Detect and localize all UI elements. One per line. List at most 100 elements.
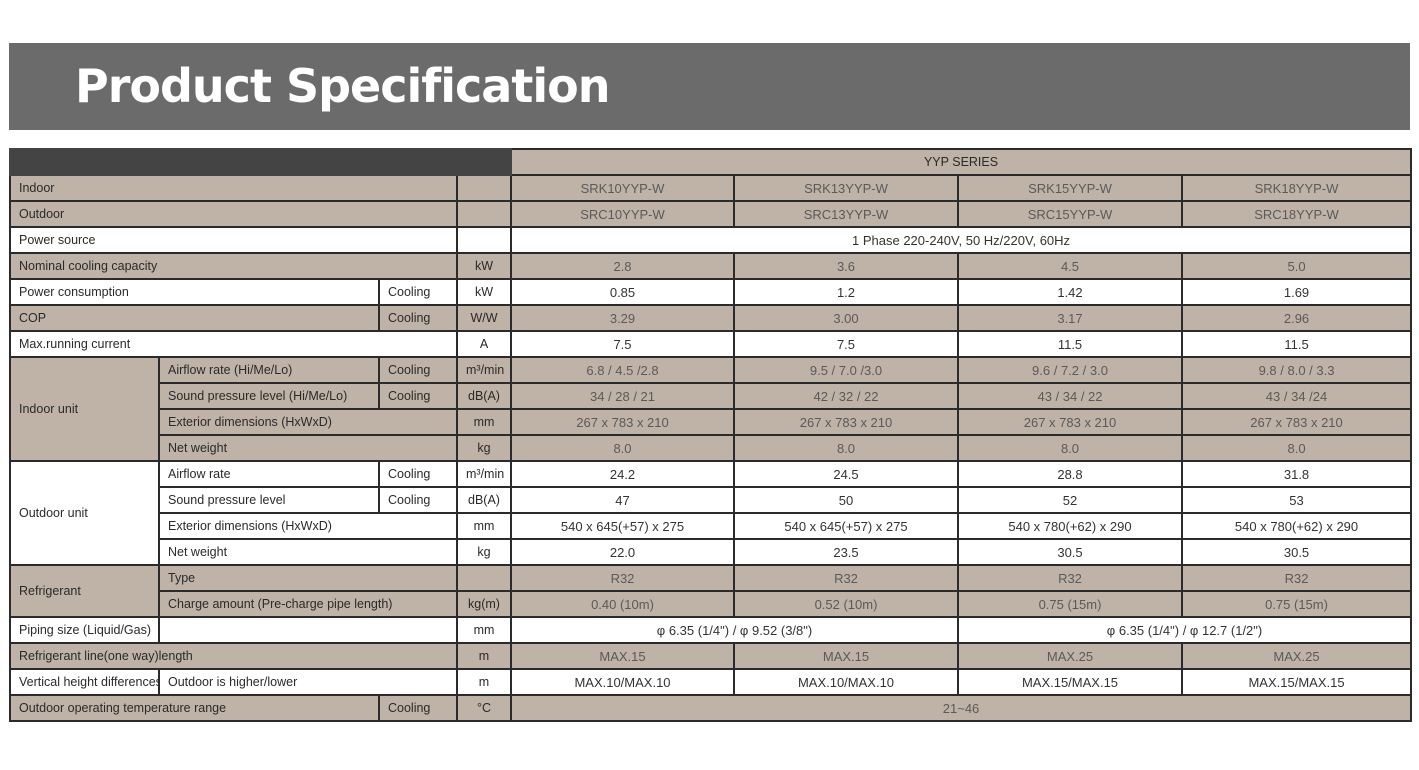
value-cell: 267 x 783 x 210 [510,408,735,436]
label-cell: Exterior dimensions (HxWxD) [158,408,458,436]
header-banner: Product Specification [9,43,1410,130]
table-row: Outdoor operating temperature range Cooli… [9,694,1413,722]
value-cell: SRK18YYP-W [1180,174,1413,202]
value-cell: 6.8 / 4.5 /2.8 [510,356,735,384]
value-cell: R32 [733,564,959,592]
value-cell: MAX.10/MAX.10 [510,668,735,696]
value-cell: SRC10YYP-W [510,200,735,228]
table-row: Refrigerant Type R32 R32 R32 R32 [9,564,1413,618]
value-cell: 8.0 [1180,434,1413,462]
value-cell: 30.5 [1180,538,1413,566]
value-cell: 3.6 [733,252,959,280]
unit-cell: m³/min [456,356,512,384]
value-cell: 50 [733,486,959,514]
value-cell: 0.52 (10m) [733,590,959,618]
value-cell: MAX.10/MAX.10 [733,668,959,696]
table-row: COP Cooling W/W 3.29 3.00 3.17 2.96 [9,304,1413,332]
table-row: Power source 1 Phase 220-240V, 50 Hz/220V… [9,226,1413,254]
value-cell: 1 Phase 220-240V, 50 Hz/220V, 60Hz [509,226,1413,254]
value-cell: 7.5 [733,330,959,358]
unit-cell: kg(m) [456,590,512,618]
value-cell: 3.29 [510,304,735,332]
value-cell: 8.0 [510,434,735,462]
value-cell: 267 x 783 x 210 [1180,408,1413,436]
label-cell: Cooling [378,356,458,384]
table-row: Vertical height differences Outdoor is hi… [9,668,1413,696]
label-cell: Nominal cooling capacity [9,252,458,280]
value-cell: 540 x 780(+62) x 290 [957,512,1183,540]
value-cell: 2.8 [510,252,735,280]
value-cell: 24.5 [733,460,959,488]
value-cell: 0.40 (10m) [510,590,735,618]
value-cell: 28.8 [957,460,1183,488]
table-row: Sound pressure level Cooling dB(A) 47 50 52 53 [10,486,1413,514]
table-row: Refrigerant line(one way)length m MAX.15 MA… [9,642,1413,670]
label-cell: Sound pressure level [158,486,380,514]
label-cell: Cooling [378,460,458,488]
table-row: Outdoor unit Airflow rate Cooling m³/min 24.… [9,460,1413,566]
table-row: Piping size (Liquid/Gas) mm φ 6.35 (1/4") … [9,616,1413,644]
value-cell: 540 x 645(+57) x 275 [733,512,959,540]
unit-cell: m³/min [456,460,512,488]
value-cell: 5.0 [1180,252,1413,280]
value-cell: 7.5 [510,330,735,358]
table-row: Max.running current A 7.5 7.5 11.5 11.5 [9,330,1413,358]
value-cell: R32 [510,564,735,592]
table-row: Net weight kg 22.0 23.5 30.5 30.5 [10,538,1413,566]
spec-table: YYP SERIES Indoor SRK10YYP-W SRK13YYP-W SRK1… [9,148,1413,722]
value-cell: SRC15YYP-W [957,200,1183,228]
value-cell: 267 x 783 x 210 [957,408,1183,436]
unit-cell: W/W [456,304,512,332]
label-cell: COP [9,304,380,332]
value-cell: 540 x 645(+57) x 275 [510,512,735,540]
table-row: Exterior dimensions (HxWxD) mm 267 x 783 x… [10,408,1413,436]
value-cell: R32 [1180,564,1413,592]
value-cell: 0.75 (15m) [957,590,1183,618]
value-cell: 0.85 [510,278,735,306]
value-cell: φ 6.35 (1/4") / φ 12.7 (1/2") [956,616,1413,644]
label-cell: Vertical height differences [9,668,160,696]
value-cell: 1.69 [1180,278,1413,306]
label-cell: Exterior dimensions (HxWxD) [158,512,458,540]
label-cell: Power source [9,226,458,254]
value-cell: 3.17 [957,304,1183,332]
label-cell: Cooling [378,304,458,332]
value-cell: MAX.25 [957,642,1183,670]
unit-cell: mm [456,408,512,436]
table-row: Indoor SRK10YYP-W SRK13YYP-W SRK15YYP-W SRK1… [9,174,1413,202]
label-cell: Airflow rate [158,460,380,488]
page-title: Product Specification [75,59,610,113]
value-cell: 43 / 34 / 22 [957,382,1183,410]
value-cell: 4.5 [957,252,1183,280]
table-row: Charge amount (Pre-charge pipe length) kg… [10,590,1413,618]
label-cell: Type [158,564,458,592]
value-cell: 52 [957,486,1183,514]
value-cell: 2.96 [1180,304,1413,332]
table-row: Net weight kg 8.0 8.0 8.0 8.0 [10,434,1413,462]
value-cell: MAX.15/MAX.15 [957,668,1183,696]
label-cell: Indoor unit [9,356,160,462]
value-cell: 43 / 34 /24 [1180,382,1413,410]
table-row: Indoor unit Airflow rate (Hi/Me/Lo) Coolin… [9,356,1413,462]
table-row: Nominal cooling capacity kW 2.8 3.6 4.5 5.0 [9,252,1413,280]
value-cell: 47 [510,486,735,514]
value-cell: SRK15YYP-W [957,174,1183,202]
value-cell: 8.0 [733,434,959,462]
value-cell: 31.8 [1180,460,1413,488]
label-cell: Sound pressure level (Hi/Me/Lo) [158,382,380,410]
label-cell: Piping size (Liquid/Gas) [9,616,160,644]
label-cell: Cooling [378,382,458,410]
unit-cell: kW [456,278,512,306]
value-cell: 267 x 783 x 210 [733,408,959,436]
value-cell: SRK13YYP-W [733,174,959,202]
value-cell: MAX.25 [1180,642,1413,670]
table-row: Power consumption Cooling kW 0.85 1.2 1.42 1.6… [9,278,1413,306]
label-cell: Net weight [158,434,458,462]
value-cell: 24.2 [510,460,735,488]
series-title: YYP SERIES [509,148,1413,176]
value-cell: SRK10YYP-W [510,174,735,202]
value-cell: φ 6.35 (1/4") / φ 9.52 (3/8") [510,616,959,644]
label-cell: Refrigerant line(one way)length [9,642,458,670]
table-row: Sound pressure level (Hi/Me/Lo) Cooling dB… [10,382,1413,410]
unit-cell: °C [456,694,512,722]
